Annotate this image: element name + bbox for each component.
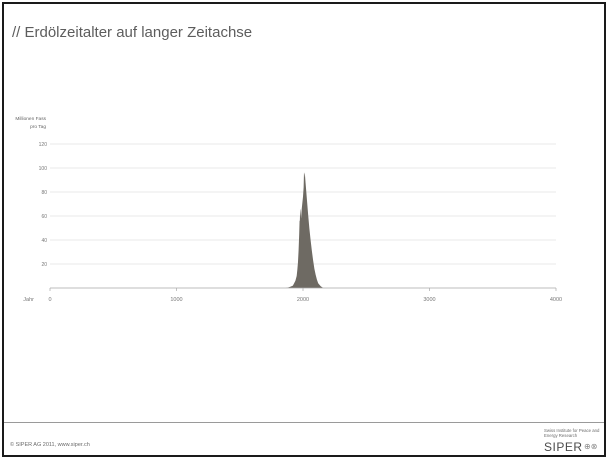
y-tick-120: 120 [39, 142, 48, 148]
y-axis-label-line2: pro Tag [30, 124, 46, 130]
x-tick-3000: 3000 [423, 297, 435, 303]
footer-divider [4, 422, 604, 423]
logo-subtitle: Swiss Institute for Peace and Energy Res… [544, 428, 600, 439]
footer-copyright: © SIPER AG 2011, www.siper.ch [10, 442, 90, 448]
x-tick-4000: 4000 [550, 297, 562, 303]
y-axis-label-line1: Millionen Fass [15, 116, 46, 122]
x-tick-0: 0 [48, 297, 51, 303]
slide: // Erdölzeitalter auf langer Zeitachse 2… [2, 2, 606, 457]
y-tick-60: 60 [41, 214, 47, 220]
y-tick-40: 40 [41, 238, 47, 244]
slide-title: // Erdölzeitalter auf langer Zeitachse [12, 24, 253, 41]
logo-mark-icons: ⊕⊗ [584, 442, 598, 451]
oil-age-chart: 20 40 60 80 100 120 0 1000 2000 3000 4000 Million… [15, 116, 562, 303]
x-tick-2000: 2000 [297, 297, 309, 303]
x-axis-label: Jahr [23, 297, 34, 303]
x-tick-labels: 0 1000 2000 3000 4000 [48, 288, 562, 303]
y-tick-20: 20 [41, 262, 47, 268]
oil-production-area [285, 171, 324, 288]
y-tick-80: 80 [41, 190, 47, 196]
y-tick-100: 100 [39, 166, 48, 172]
x-tick-1000: 1000 [170, 297, 182, 303]
y-tick-labels: 20 40 60 80 100 120 [39, 142, 48, 268]
siper-logo: SIPER [544, 440, 583, 454]
